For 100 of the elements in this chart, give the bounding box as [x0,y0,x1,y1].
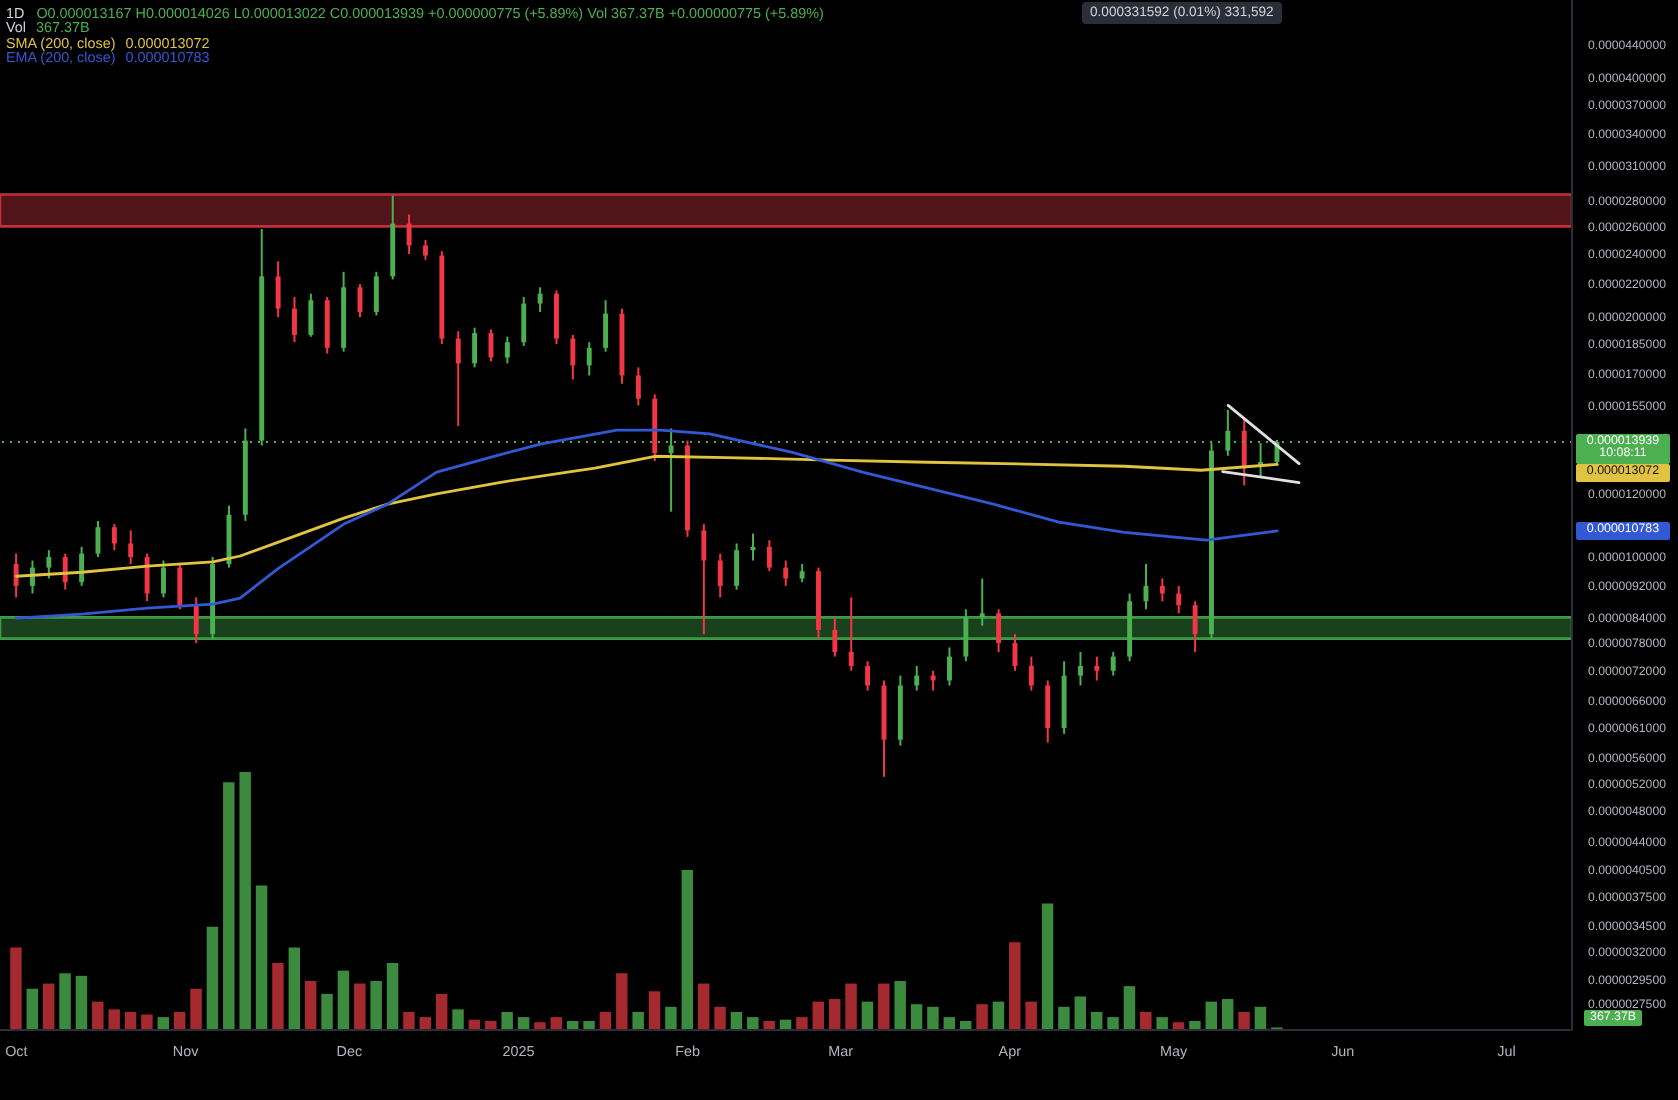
bar [878,983,890,1030]
candlestick [1192,600,1198,654]
bar [812,1001,825,1030]
bar [747,1017,759,1030]
candlestick [717,552,723,599]
candlestick [635,366,641,407]
bar [665,1006,677,1030]
bar [1107,1017,1119,1030]
candlestick [423,238,428,261]
bar [386,962,399,1030]
bar [1221,999,1234,1030]
candlestick [292,295,297,344]
candlestick [177,563,183,611]
bar [403,1011,415,1030]
bar [272,962,284,1030]
candlestick [1241,418,1247,487]
candlestick [947,646,952,687]
candlestick [799,563,805,584]
bar [1238,1011,1250,1030]
bar [452,1009,464,1030]
candlestick [193,596,199,645]
bar [304,980,317,1030]
bar [435,993,448,1030]
bar [927,1006,939,1030]
candlestick [734,542,740,591]
bar [10,947,22,1030]
bar [190,988,202,1030]
candlestick [1176,584,1182,615]
candlestick [554,289,559,346]
candlestick [46,549,52,580]
candlestick [848,596,854,672]
bar [288,947,301,1030]
candlestick [603,299,609,353]
bar [583,1020,595,1030]
bar [730,1011,743,1030]
candlestick [586,341,592,377]
bar [1254,1006,1267,1030]
candlestick [1078,651,1083,687]
candlestick [111,523,117,552]
bar [370,980,382,1030]
candlestick [308,292,314,338]
bar [714,1006,726,1030]
bar [42,983,55,1030]
candlestick [472,326,478,369]
candlestick [832,616,838,658]
bar [173,1011,186,1030]
bar [124,1011,137,1030]
bar [255,885,268,1030]
bar [1025,1001,1037,1030]
bar [534,1022,546,1030]
candlestick [504,335,510,365]
bar [1140,1011,1152,1030]
candlestick [275,260,281,319]
bar [1090,1011,1103,1030]
bar [910,1004,923,1030]
bar [141,1014,153,1030]
bar [59,973,71,1030]
candlestick [144,552,150,603]
candlestick [865,660,871,692]
candlestick [406,213,412,256]
bar [1156,1017,1168,1030]
bar [1205,1001,1218,1030]
candlestick [963,608,969,663]
bar [648,991,661,1030]
bar [861,1001,874,1030]
bar [108,1009,120,1030]
bar [697,983,710,1030]
bar [599,1011,612,1030]
bar [1058,1006,1070,1030]
bar [681,870,694,1030]
bar [92,1001,104,1030]
candlestick [128,529,134,566]
candlestick [324,295,330,355]
bar [1123,986,1136,1030]
candlestick [455,330,461,428]
bar [845,983,857,1030]
candlestick [570,333,576,381]
bar [321,993,333,1030]
candlestick [521,295,527,347]
bar [796,1017,808,1030]
bar [828,999,841,1030]
bar [223,782,235,1030]
bar [1041,903,1054,1030]
bar [26,988,39,1030]
candlestick [1094,655,1100,682]
bar [632,1011,644,1030]
bar [206,926,219,1030]
line-series [14,428,1279,620]
bar [976,1004,988,1030]
bar [992,1001,1005,1030]
bar [1074,996,1087,1030]
candlestick [1159,577,1165,603]
candlestick [996,608,1002,654]
bar [485,1020,497,1030]
candlestick [914,664,920,692]
candlestick [1110,651,1116,677]
bar [1189,1020,1201,1030]
candlestick [13,552,19,599]
bar [239,772,251,1030]
bar [1009,942,1021,1030]
